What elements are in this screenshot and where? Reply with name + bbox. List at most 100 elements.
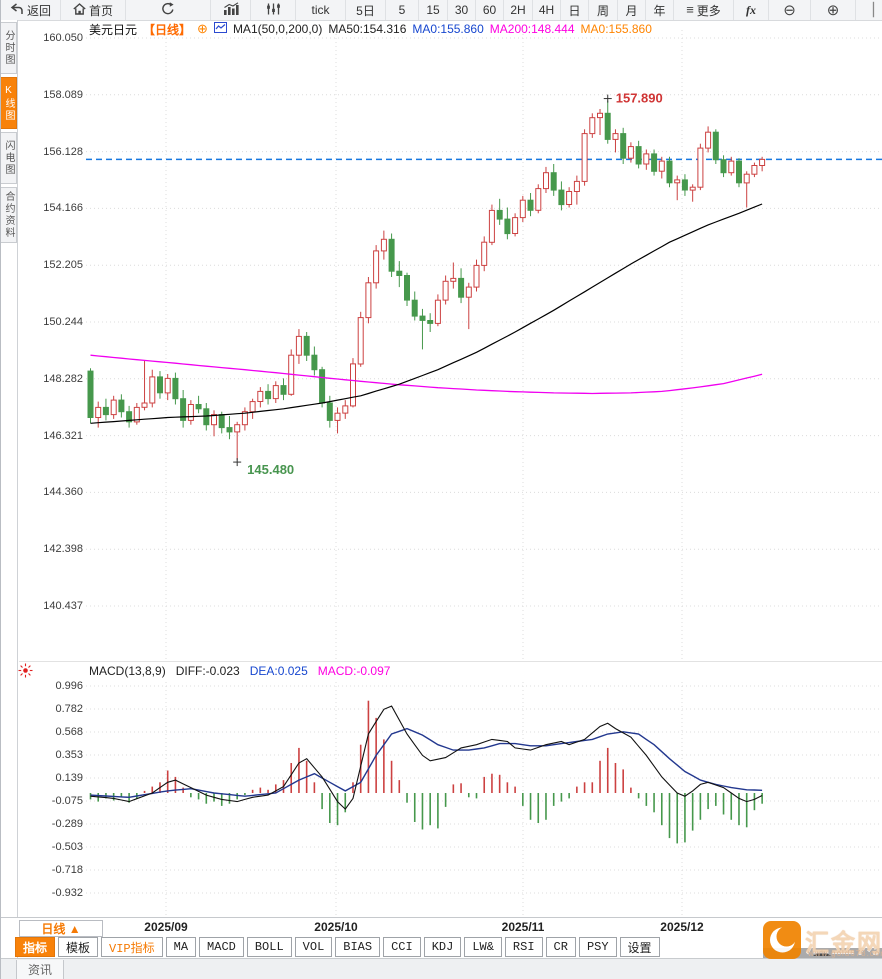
indicator-button-KDJ[interactable]: KDJ [423, 937, 462, 957]
price-tick-label: 158.089 [43, 88, 83, 101]
toolbar-item-30[interactable]: 30 [448, 0, 476, 20]
sidebar-tab-K线图[interactable]: K线图 [1, 77, 17, 129]
toolbar-item-年[interactable]: 年 [646, 0, 674, 20]
toolbar-item-15[interactable]: 15 [419, 0, 448, 20]
toolbar-item-更多[interactable]: ≡ 更多 [674, 0, 734, 20]
sidebar-tab-闪电图[interactable]: 闪电图 [1, 132, 17, 184]
macd-tick-label: -0.075 [51, 795, 83, 807]
toolbar-item-4H[interactable]: 4H [533, 0, 561, 20]
diff-value: DIFF:-0.023 [175, 664, 240, 678]
svg-text:157.890: 157.890 [616, 91, 663, 106]
clipped-icon: ▕ [864, 2, 874, 17]
indicator-button-CR[interactable]: CR [545, 937, 576, 957]
indicator-button-BIAS[interactable]: BIAS [335, 937, 381, 957]
indicator-button-设置[interactable]: 设置 [619, 937, 660, 957]
menu-icon: ≡ [686, 2, 694, 17]
toolbar-zoom-in-icon[interactable]: ⊕ [811, 0, 856, 20]
toolbar-item-首页[interactable]: 首页 [61, 0, 126, 20]
toolbar-item-60[interactable]: 60 [476, 0, 504, 20]
macd-tick-label: -0.503 [51, 841, 83, 853]
price-tick-label: 154.166 [43, 202, 83, 215]
chart-title-row: 美元日元 【日线】 ⊕ MA1(50,0,200,0) MA50:154.316 … [89, 21, 652, 37]
indicator-button-RSI[interactable]: RSI [504, 937, 543, 957]
mini-chart-icon [213, 22, 227, 36]
sidebar-tab-分时图[interactable]: 分时图 [1, 22, 17, 74]
macd-settings: MACD(13,8,9) [89, 664, 166, 678]
indicator-button-VIP指标[interactable]: VIP指标 [101, 937, 163, 957]
sidebar-tab-合约资料[interactable]: 合约资料 [1, 187, 17, 243]
zoom-out-icon: ⊖ [783, 1, 796, 19]
toolbar-refresh-icon[interactable] [126, 0, 211, 20]
period-selector-button[interactable]: 日线 ▲ [19, 920, 103, 937]
indicator-button-MA[interactable]: MA [165, 937, 197, 957]
indicator-button-LW&[interactable]: LW& [464, 937, 502, 957]
left-sidebar: 分时图 K线图闪电图合约资料 [1, 20, 18, 958]
indicator-sun-icon[interactable] [18, 663, 33, 683]
macd-tick-label: -0.932 [51, 887, 83, 899]
toolbar-bar-chart-icon[interactable] [211, 0, 251, 20]
back-arrow-icon [10, 2, 24, 18]
toolbar-item-fx[interactable]: fx [734, 0, 769, 20]
macd-title-row: MACD(13,8,9) DIFF:-0.023 DEA:0.025 MACD:… [89, 664, 390, 678]
bar-chart-icon [223, 2, 239, 18]
price-tick-label: 160.050 [43, 32, 83, 44]
macd-tick-label: 0.996 [55, 680, 83, 692]
zoom-in-icon: ⊕ [826, 1, 840, 19]
price-tick-label: 144.360 [43, 486, 83, 499]
toolbar-sliders-icon[interactable] [251, 0, 296, 20]
indicator-button-BOLL[interactable]: BOLL [246, 937, 292, 957]
brand-name: 汇金网 [805, 930, 882, 957]
macd-tick-label: -0.718 [51, 864, 83, 876]
home-icon [73, 2, 86, 18]
indicator-button-CCI[interactable]: CCI [383, 937, 421, 957]
price-tick-label: 142.398 [43, 543, 83, 556]
brand-watermark: 汇金网 www.gold678.com [763, 921, 882, 959]
ma0-blue-value: MA0:155.860 [412, 22, 484, 36]
expand-icon[interactable]: ⊕ [197, 21, 208, 36]
panel-collapse-handle[interactable] [763, 948, 882, 958]
bottom-status-strip: 资讯 [1, 958, 882, 979]
brand-url: www.gold678.com [808, 949, 882, 958]
month-tick-label: 2025/12 [660, 920, 704, 934]
main-candlestick-chart[interactable]: 157.890 145.480 [86, 20, 882, 661]
top-toolbar: 返回 首页 tick 5日 5 15 30 60 2H 4H 日周月年 ≡ 更多 fx ⊖ ⊕ ▕ [1, 0, 882, 21]
toolbar-item-月[interactable]: 月 [618, 0, 646, 20]
toolbar-item-2H[interactable]: 2H [504, 0, 533, 20]
toolbar-item-5[interactable]: 5 [386, 0, 419, 20]
toolbar-item-返回[interactable]: 返回 [1, 0, 61, 20]
refresh-icon [161, 2, 175, 18]
price-tick-label: 150.244 [43, 316, 83, 328]
pane-divider [19, 661, 882, 662]
toolbar-item-5日[interactable]: 5日 [346, 0, 386, 20]
indicator-toolbar: 指标 模板 VIP指标 MA MACD BOLL VOL BIAS CCI KDJ LW& RSI CR… [15, 937, 660, 957]
macd-tick-label: 0.139 [55, 772, 83, 784]
dea-value: DEA:0.025 [249, 664, 308, 678]
ma50-value: MA50:154.316 [328, 22, 407, 36]
sliders-icon [266, 3, 281, 18]
indicator-button-VOL[interactable]: VOL [294, 937, 333, 957]
toolbar-item-tick[interactable]: tick [296, 0, 346, 20]
symbol-name: 美元日元 [89, 22, 138, 37]
toolbar-item-日[interactable]: 日 [561, 0, 589, 20]
macd-chart[interactable] [86, 682, 882, 915]
indicator-button-模板[interactable]: 模板 [58, 937, 99, 957]
month-tick-label: 2025/10 [314, 920, 358, 934]
price-tick-label: 156.128 [43, 145, 83, 158]
period-tag: 【日线】 [143, 22, 192, 37]
price-tick-label: 148.282 [43, 372, 83, 385]
news-tab[interactable]: 资讯 [16, 960, 64, 979]
toolbar-clipped-icon[interactable]: ▕ [856, 0, 882, 20]
toolbar-item-周[interactable]: 周 [589, 0, 618, 20]
collapse-arrow-icon [813, 950, 831, 956]
macd-tick-label: 0.568 [55, 726, 83, 738]
macd-tick-label: -0.289 [51, 818, 83, 830]
toolbar-zoom-out-icon[interactable]: ⊖ [769, 0, 811, 20]
month-tick-label: 2025/09 [144, 920, 188, 934]
date-axis: 日线 ▲ 2025/09 2025/10 2025/11 2025/12 [1, 917, 882, 937]
macd-value: MACD:-0.097 [317, 664, 391, 678]
indicator-button-指标[interactable]: 指标 [15, 937, 56, 957]
indicator-button-PSY[interactable]: PSY [578, 937, 617, 957]
indicator-button-MACD[interactable]: MACD [199, 937, 244, 957]
brand-logo-icon [763, 921, 801, 964]
